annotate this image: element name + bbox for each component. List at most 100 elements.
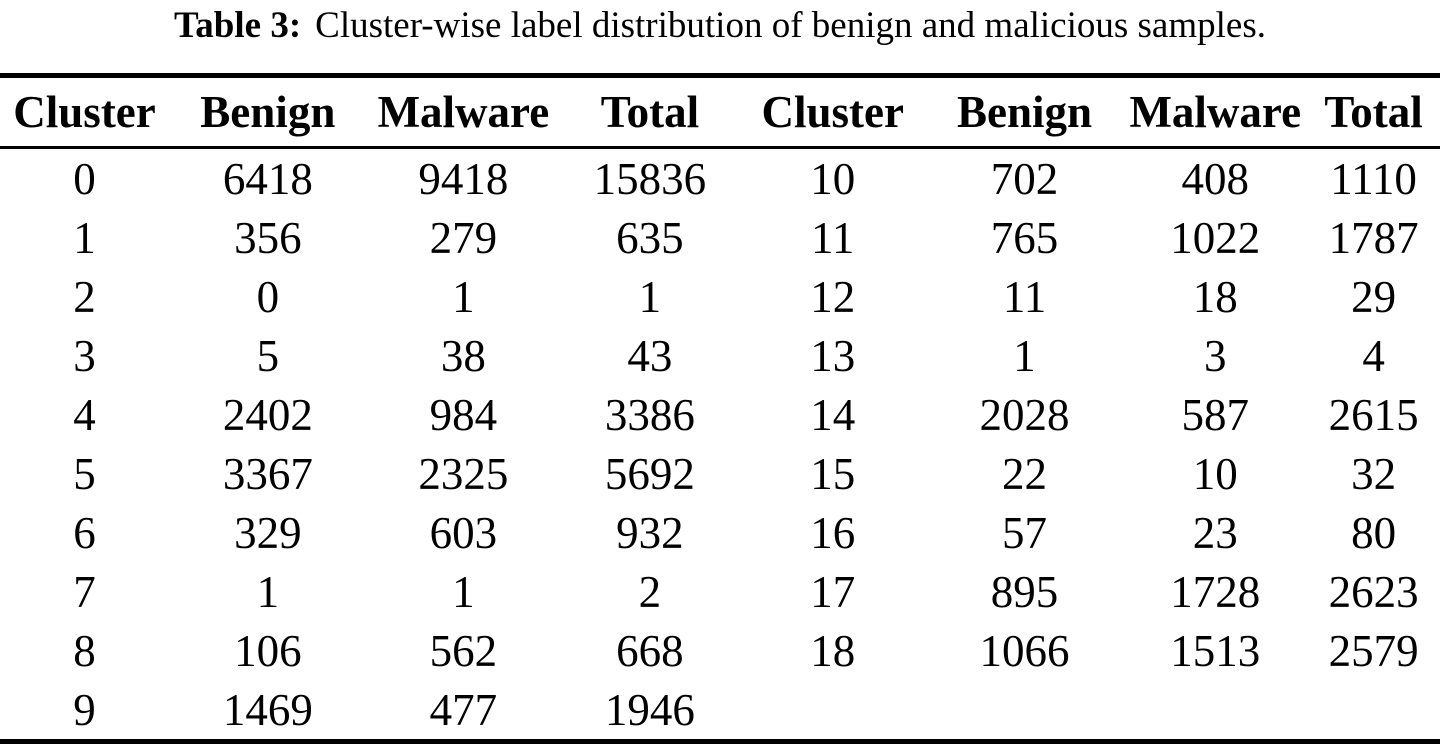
table-caption: Table 3: Cluster-wise label distribution … (0, 2, 1440, 50)
column-header-malware-left: Malware (366, 75, 561, 149)
count-cell: 5 (256, 330, 280, 381)
cluster-id-cell: 9 (73, 684, 96, 735)
cluster-id-cell: 13 (810, 330, 856, 381)
cluster-id-cell: 5 (73, 448, 96, 499)
count-cell: 2325 (418, 448, 509, 499)
count-cell: 2028 (979, 389, 1070, 440)
count-cell: 1022 (1170, 212, 1261, 263)
cluster-id-cell: 0 (73, 153, 96, 204)
column-header-malware-right: Malware (1123, 75, 1308, 149)
count-cell (1123, 680, 1307, 742)
count-cell: 43 (627, 330, 673, 381)
cluster-id-cell (740, 680, 926, 742)
table-body: 0 6418 9418 15836 10 702 408 1110 1 356 279 635 11 76… (0, 148, 1440, 742)
count-cell: 2579 (1328, 625, 1419, 676)
column-header-total-left: Total (560, 75, 740, 149)
count-cell: 668 (616, 625, 684, 676)
count-cell: 38 (440, 330, 486, 381)
count-cell: 11 (1002, 271, 1047, 322)
count-cell: 765 (990, 212, 1059, 263)
cluster-id-cell: 1 (73, 212, 96, 263)
count-cell: 9418 (418, 153, 509, 204)
table-row: 2 0 1 1 12 11 18 29 (0, 267, 1440, 326)
count-cell: 562 (429, 625, 498, 676)
count-cell: 2623 (1328, 566, 1419, 617)
count-cell: 1 (452, 271, 475, 322)
count-cell: 10 (1192, 448, 1238, 499)
count-cell: 984 (429, 389, 498, 440)
count-cell: 2 (638, 566, 662, 617)
column-header-benign-right: Benign (925, 75, 1124, 149)
table-caption-label: Table 3: (174, 5, 302, 46)
column-header-benign-left: Benign (169, 75, 367, 149)
count-cell: 1 (452, 566, 475, 617)
cluster-distribution-table: Cluster Benign Malware Total Cluster Ben… (0, 73, 1440, 744)
count-cell: 408 (1181, 153, 1250, 204)
count-cell: 23 (1192, 507, 1238, 558)
count-cell: 18 (1192, 271, 1238, 322)
cluster-id-cell: 10 (810, 153, 856, 204)
count-cell (926, 680, 1124, 742)
count-cell: 477 (429, 684, 498, 735)
count-cell: 106 (234, 625, 302, 676)
table-row: 8 106 562 668 18 1066 1513 2579 (0, 621, 1440, 680)
count-cell: 0 (256, 271, 280, 322)
table-row: 9 1469 477 1946 (0, 680, 1440, 742)
column-header-cluster-right: Cluster (739, 75, 926, 149)
count-cell: 895 (990, 566, 1059, 617)
count-cell (1307, 680, 1440, 742)
count-cell: 1 (256, 566, 280, 617)
count-cell: 1728 (1170, 566, 1261, 617)
cluster-id-cell: 12 (810, 271, 856, 322)
count-cell: 1946 (604, 684, 695, 735)
count-cell: 1513 (1170, 625, 1261, 676)
cluster-id-cell: 11 (811, 212, 855, 263)
cluster-id-cell: 18 (810, 625, 856, 676)
count-cell: 279 (429, 212, 498, 263)
count-cell: 80 (1351, 507, 1397, 558)
count-cell: 702 (990, 153, 1059, 204)
table-row: 6 329 603 932 16 57 23 80 (0, 503, 1440, 562)
count-cell: 5692 (604, 448, 695, 499)
count-cell: 15836 (593, 153, 707, 204)
cluster-id-cell: 15 (810, 448, 856, 499)
table-row: 3 5 38 43 13 1 3 4 (0, 326, 1440, 385)
count-cell: 329 (234, 507, 302, 558)
cluster-id-cell: 7 (73, 566, 96, 617)
table-row: 4 2402 984 3386 14 2028 587 2615 (0, 385, 1440, 444)
table-row: 0 6418 9418 15836 10 702 408 1110 (0, 148, 1440, 209)
table-header: Cluster Benign Malware Total Cluster Ben… (0, 75, 1440, 149)
column-header-total-right: Total (1307, 75, 1440, 149)
table-row: 7 1 1 2 17 895 1728 2623 (0, 562, 1440, 621)
count-cell: 587 (1181, 389, 1250, 440)
cluster-id-cell: 14 (810, 389, 856, 440)
column-header-cluster-left: Cluster (0, 75, 170, 149)
cluster-id-cell: 3 (73, 330, 96, 381)
count-cell: 1110 (1330, 153, 1417, 204)
count-cell: 4 (1362, 330, 1385, 381)
count-cell: 3367 (222, 448, 313, 499)
count-cell: 32 (1351, 448, 1397, 499)
count-cell: 1066 (979, 625, 1070, 676)
cluster-id-cell: 8 (73, 625, 96, 676)
count-cell: 2615 (1328, 389, 1419, 440)
count-cell: 932 (616, 507, 684, 558)
count-cell: 2402 (222, 389, 313, 440)
table-row: 5 3367 2325 5692 15 22 10 32 (0, 444, 1440, 503)
count-cell: 3386 (604, 389, 695, 440)
count-cell: 1787 (1328, 212, 1419, 263)
cluster-id-cell: 4 (73, 389, 96, 440)
count-cell: 356 (234, 212, 302, 263)
cluster-id-cell: 6 (73, 507, 96, 558)
table-header-row: Cluster Benign Malware Total Cluster Ben… (0, 75, 1440, 149)
table-row: 1 356 279 635 11 765 1022 1787 (0, 208, 1440, 267)
table-caption-text: Cluster-wise label distribution of benig… (315, 5, 1266, 46)
count-cell: 22 (1002, 448, 1048, 499)
count-cell: 6418 (222, 153, 313, 204)
count-cell: 57 (1002, 507, 1048, 558)
cluster-id-cell: 17 (810, 566, 856, 617)
count-cell: 3 (1204, 330, 1227, 381)
cluster-id-cell: 16 (810, 507, 856, 558)
count-cell: 29 (1351, 271, 1397, 322)
